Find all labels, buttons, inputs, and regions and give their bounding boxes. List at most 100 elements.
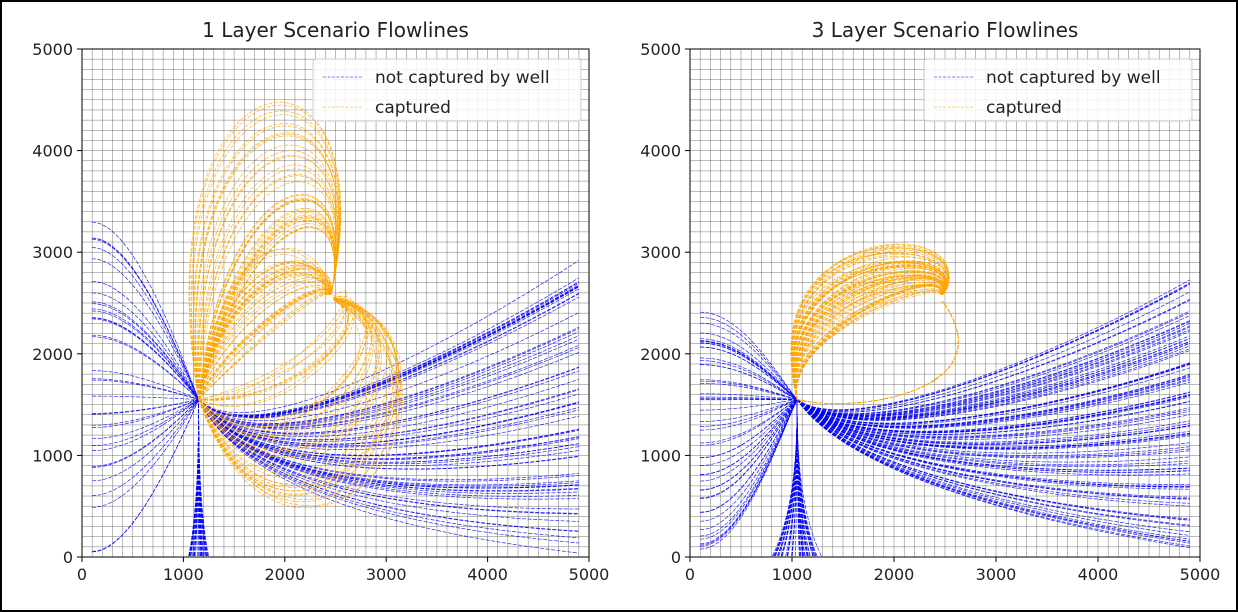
x-tick-label: 5000 (569, 565, 610, 584)
flowline-not-captured (92, 239, 199, 400)
flowline-captured (797, 297, 959, 404)
flowline-captured (797, 297, 959, 404)
flowline-captured (198, 280, 331, 400)
flowline-captured (797, 297, 959, 404)
flowline-not-captured (92, 399, 199, 415)
flowline-captured (198, 297, 368, 431)
flowline-captured (797, 297, 959, 404)
flowline-not-captured (198, 260, 580, 413)
flowline-not-captured (92, 399, 199, 467)
flowline-captured (797, 297, 959, 404)
flowline-captured (794, 283, 944, 400)
flowline-captured (198, 297, 400, 492)
flowline-captured (797, 297, 959, 404)
flowline-not-captured (92, 221, 199, 400)
flowline-captured (797, 297, 959, 404)
flowline-not-captured (700, 379, 798, 400)
flowline-captured (797, 297, 959, 404)
flowline-not-captured (198, 296, 580, 419)
flowline-captured (797, 297, 959, 404)
flowline-not-captured (700, 316, 798, 400)
flowline-not-captured (92, 247, 199, 400)
flowline-not-captured (796, 391, 1190, 432)
flowline-not-captured (796, 399, 1190, 526)
flowline-captured (198, 280, 332, 400)
x-tick-label: 4000 (467, 565, 508, 584)
flowline-captured (792, 266, 947, 400)
flowline-captured (790, 252, 950, 400)
flowline-captured (791, 261, 948, 400)
flowline-captured (198, 216, 336, 400)
flowline-not-captured (796, 399, 1190, 438)
flowline-not-captured (796, 399, 1190, 443)
flowline-captured (198, 194, 337, 400)
flowline-not-captured (198, 399, 579, 497)
flowline-captured (794, 280, 945, 400)
flowline-not-captured (700, 399, 798, 513)
flowline-captured (198, 164, 338, 400)
flowline-not-captured (700, 364, 798, 400)
flowline-captured (797, 297, 959, 404)
flowline-not-captured (796, 399, 1190, 504)
flowline-not-captured (796, 335, 1190, 418)
flowlines (700, 243, 1190, 557)
flowline-not-captured (198, 399, 579, 515)
flowline-not-captured (796, 310, 1190, 414)
legend-box (923, 58, 1193, 122)
y-tick-label: 2000 (640, 345, 681, 364)
chart-panel-2: 0 1000 2000 3000 4000 5000 0 1000 2000 3000 4000 50… (640, 18, 1220, 584)
flowline-captured (198, 297, 402, 496)
flowline-not-captured (700, 396, 798, 400)
flowline-captured (796, 285, 942, 400)
flowline-captured (198, 275, 331, 400)
flowline-captured (198, 181, 338, 400)
flowline-not-captured (198, 328, 580, 425)
flowline-not-captured (700, 357, 798, 400)
flowline-not-captured (796, 320, 1190, 416)
flowline-not-captured (785, 399, 798, 557)
flowline-captured (793, 274, 945, 400)
flowline-captured (795, 283, 943, 400)
flowline-not-captured (700, 399, 798, 491)
flowline-not-captured (700, 341, 798, 400)
flowline-not-captured (92, 399, 199, 552)
flowline-captured (195, 135, 340, 400)
flowline-not-captured (700, 360, 798, 400)
flowline-captured (198, 293, 331, 400)
axes-frame (689, 48, 1201, 558)
chart-panel-1: 0 1000 2000 3000 4000 5000 0 1000 2000 3000 4000 50… (32, 18, 609, 584)
flowline-captured (797, 297, 959, 404)
flowline-captured (797, 297, 959, 404)
flowline-not-captured (700, 399, 798, 427)
flowline-not-captured (92, 318, 199, 400)
x-tick-label: 3000 (976, 565, 1017, 584)
flowline-not-captured (796, 399, 1190, 499)
flowline-not-captured (92, 399, 199, 468)
flowline-captured (198, 199, 337, 400)
flowline-not-captured (700, 346, 798, 400)
flowline-captured (797, 297, 959, 404)
flowline-captured (198, 292, 331, 400)
flowline-captured (797, 297, 959, 404)
flowline-not-captured (92, 258, 199, 400)
flowline-captured (198, 297, 382, 458)
flowline-captured (797, 297, 959, 404)
flowline-captured (797, 297, 959, 404)
flowline-captured (797, 297, 959, 404)
flowline-captured (797, 297, 959, 404)
grid-lines (81, 48, 590, 558)
flowline-not-captured (700, 322, 798, 400)
flowline-not-captured (796, 291, 1190, 412)
flowline-not-captured (92, 317, 199, 400)
flowline-captured (794, 272, 945, 400)
flowline-captured (797, 297, 959, 404)
x-tick-label: 2000 (874, 565, 915, 584)
flowline-captured (198, 220, 336, 400)
flowline-captured (797, 297, 959, 404)
flowline-not-captured (198, 399, 579, 539)
flowline-captured (797, 297, 959, 404)
flowline-captured (793, 270, 946, 400)
x-tick-label: 1000 (772, 565, 813, 584)
flowline-captured (796, 292, 942, 400)
flowline-captured (797, 297, 959, 404)
